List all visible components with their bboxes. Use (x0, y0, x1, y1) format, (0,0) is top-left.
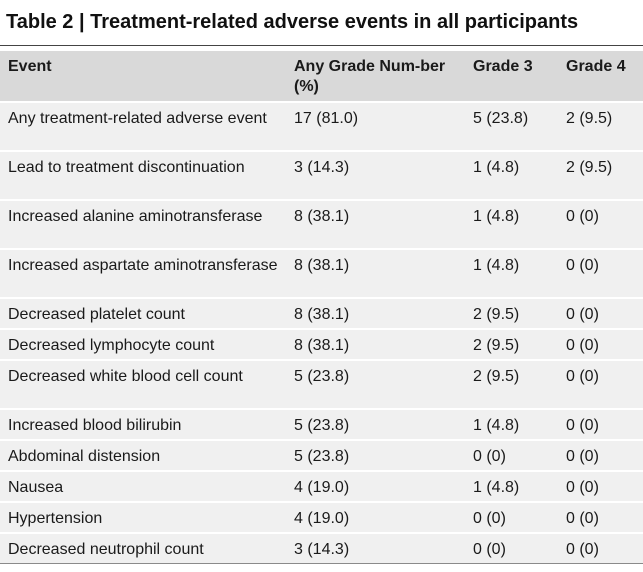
table-header-row: Event Any Grade Num-ber (%) Grade 3 Grad… (0, 51, 643, 103)
grade-3-cell: 1 (4.8) (465, 199, 558, 250)
event-cell: Lead to treatment discontinuation (0, 150, 286, 201)
grade-3-cell: 1 (4.8) (465, 248, 558, 299)
grade-3-cell: 1 (4.8) (465, 408, 558, 441)
grade-3-cell: 1 (4.8) (465, 470, 558, 503)
table-row: Hypertension 4 (19.0) 0 (0) 0 (0) (0, 501, 643, 534)
table-row: Abdominal distension 5 (23.8) 0 (0) 0 (0… (0, 439, 643, 472)
any-grade-cell: 8 (38.1) (286, 297, 465, 330)
adverse-events-table: Event Any Grade Num-ber (%) Grade 3 Grad… (0, 51, 643, 564)
grade-3-cell: 2 (9.5) (465, 297, 558, 330)
column-header-event: Event (0, 51, 286, 103)
table-title: Table 2 | Treatment-related adverse even… (6, 11, 579, 33)
any-grade-cell: 5 (23.8) (286, 439, 465, 472)
title-divider (0, 45, 643, 46)
table-row: Any treatment-related adverse event 17 (… (0, 101, 643, 152)
any-grade-cell: 3 (14.3) (286, 150, 465, 201)
grade-4-cell: 2 (9.5) (558, 150, 643, 201)
table-row: Increased alanine aminotransferase 8 (38… (0, 199, 643, 250)
grade-4-cell: 0 (0) (558, 248, 643, 299)
grade-4-cell: 0 (0) (558, 470, 643, 503)
event-cell: Decreased platelet count (0, 297, 286, 330)
any-grade-cell: 4 (19.0) (286, 470, 465, 503)
event-cell: Increased aspartate aminotransferase (0, 248, 286, 299)
table-row: Nausea 4 (19.0) 1 (4.8) 0 (0) (0, 470, 643, 503)
grade-3-cell: 2 (9.5) (465, 359, 558, 410)
grade-4-cell: 0 (0) (558, 439, 643, 472)
grade-3-cell: 2 (9.5) (465, 328, 558, 361)
any-grade-cell: 17 (81.0) (286, 101, 465, 152)
grade-4-cell: 0 (0) (558, 199, 643, 250)
event-cell: Nausea (0, 470, 286, 503)
any-grade-cell: 5 (23.8) (286, 359, 465, 410)
any-grade-cell: 8 (38.1) (286, 248, 465, 299)
grade-4-cell: 0 (0) (558, 408, 643, 441)
table-row: Increased blood bilirubin 5 (23.8) 1 (4.… (0, 408, 643, 441)
table-row: Increased aspartate aminotransferase 8 (… (0, 248, 643, 299)
event-cell: Any treatment-related adverse event (0, 101, 286, 152)
grade-4-cell: 0 (0) (558, 328, 643, 361)
any-grade-cell: 8 (38.1) (286, 199, 465, 250)
event-cell: Decreased white blood cell count (0, 359, 286, 410)
event-cell: Increased blood bilirubin (0, 408, 286, 441)
event-cell: Decreased neutrophil count (0, 532, 286, 564)
any-grade-cell: 8 (38.1) (286, 328, 465, 361)
table-row: Decreased neutrophil count 3 (14.3) 0 (0… (0, 532, 643, 564)
table-row: Lead to treatment discontinuation 3 (14.… (0, 150, 643, 201)
grade-4-cell: 0 (0) (558, 532, 643, 564)
grade-3-cell: 5 (23.8) (465, 101, 558, 152)
any-grade-cell: 5 (23.8) (286, 408, 465, 441)
column-header-grade-3: Grade 3 (465, 51, 558, 103)
table-row: Decreased platelet count 8 (38.1) 2 (9.5… (0, 297, 643, 330)
event-cell: Decreased lymphocyte count (0, 328, 286, 361)
grade-3-cell: 0 (0) (465, 532, 558, 564)
table-row: Decreased white blood cell count 5 (23.8… (0, 359, 643, 410)
grade-4-cell: 2 (9.5) (558, 101, 643, 152)
column-header-any-grade: Any Grade Num-ber (%) (286, 51, 465, 103)
grade-3-cell: 1 (4.8) (465, 150, 558, 201)
column-header-grade-4: Grade 4 (558, 51, 643, 103)
event-cell: Increased alanine aminotransferase (0, 199, 286, 250)
grade-4-cell: 0 (0) (558, 501, 643, 534)
event-cell: Hypertension (0, 501, 286, 534)
grade-3-cell: 0 (0) (465, 501, 558, 534)
grade-4-cell: 0 (0) (558, 297, 643, 330)
any-grade-cell: 3 (14.3) (286, 532, 465, 564)
event-cell: Abdominal distension (0, 439, 286, 472)
grade-3-cell: 0 (0) (465, 439, 558, 472)
table-row: Decreased lymphocyte count 8 (38.1) 2 (9… (0, 328, 643, 361)
grade-4-cell: 0 (0) (558, 359, 643, 410)
any-grade-cell: 4 (19.0) (286, 501, 465, 534)
